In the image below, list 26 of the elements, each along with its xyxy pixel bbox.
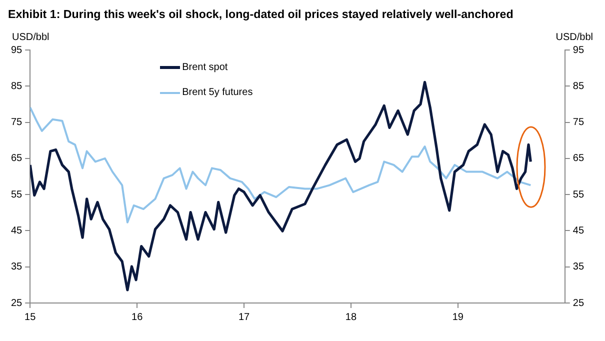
x-tick-label: 17	[238, 312, 250, 323]
chart-title: Exhibit 1: During this week's oil shock, long-dated oil prices stayed relatively well-anchored	[8, 8, 514, 23]
y-tick-label: 95	[11, 44, 23, 56]
y-tick-label: 55	[11, 189, 23, 200]
y2-tick-label: 25	[572, 298, 584, 309]
y-axis-title: USD/bbl	[12, 32, 50, 43]
y2-tick-label: 35	[572, 262, 584, 273]
y-tick-label: 25	[11, 298, 23, 309]
y2-tick-label: 55	[572, 189, 584, 200]
y2-tick-label: 75	[572, 117, 584, 128]
y2-tick-label: 85	[572, 80, 584, 92]
y-tick-label: 65	[11, 153, 23, 164]
x-tick-label: 19	[452, 312, 464, 323]
legend-label: Brent 5y futures	[182, 87, 253, 98]
y2-axis-title: USD/bbl	[556, 32, 593, 43]
y2-tick-label: 45	[572, 225, 584, 236]
x-tick-label: 18	[345, 312, 357, 323]
y2-tick-label: 65	[572, 153, 584, 164]
y-tick-label: 85	[11, 80, 23, 92]
x-tick-label: 15	[24, 312, 36, 323]
y-tick-label: 45	[11, 225, 23, 236]
y-tick-label: 35	[11, 262, 23, 273]
legend-label: Brent spot	[182, 62, 228, 73]
y-tick-label: 75	[11, 117, 23, 128]
y2-tick-label: 95	[572, 44, 584, 56]
x-tick-label: 16	[132, 312, 144, 323]
